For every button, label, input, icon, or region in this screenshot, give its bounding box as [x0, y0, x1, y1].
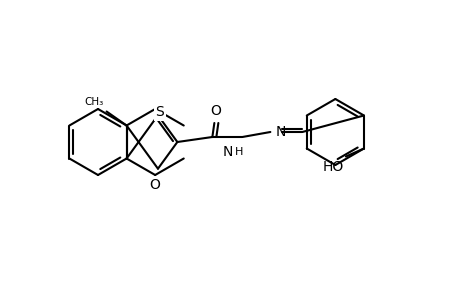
Text: CH₃: CH₃: [84, 97, 103, 106]
Text: O: O: [209, 104, 220, 118]
Text: H: H: [235, 147, 243, 157]
Text: N: N: [222, 145, 232, 159]
Text: N: N: [275, 125, 285, 139]
Text: O: O: [149, 178, 160, 192]
Text: S: S: [155, 105, 164, 119]
Text: HO: HO: [322, 160, 343, 173]
